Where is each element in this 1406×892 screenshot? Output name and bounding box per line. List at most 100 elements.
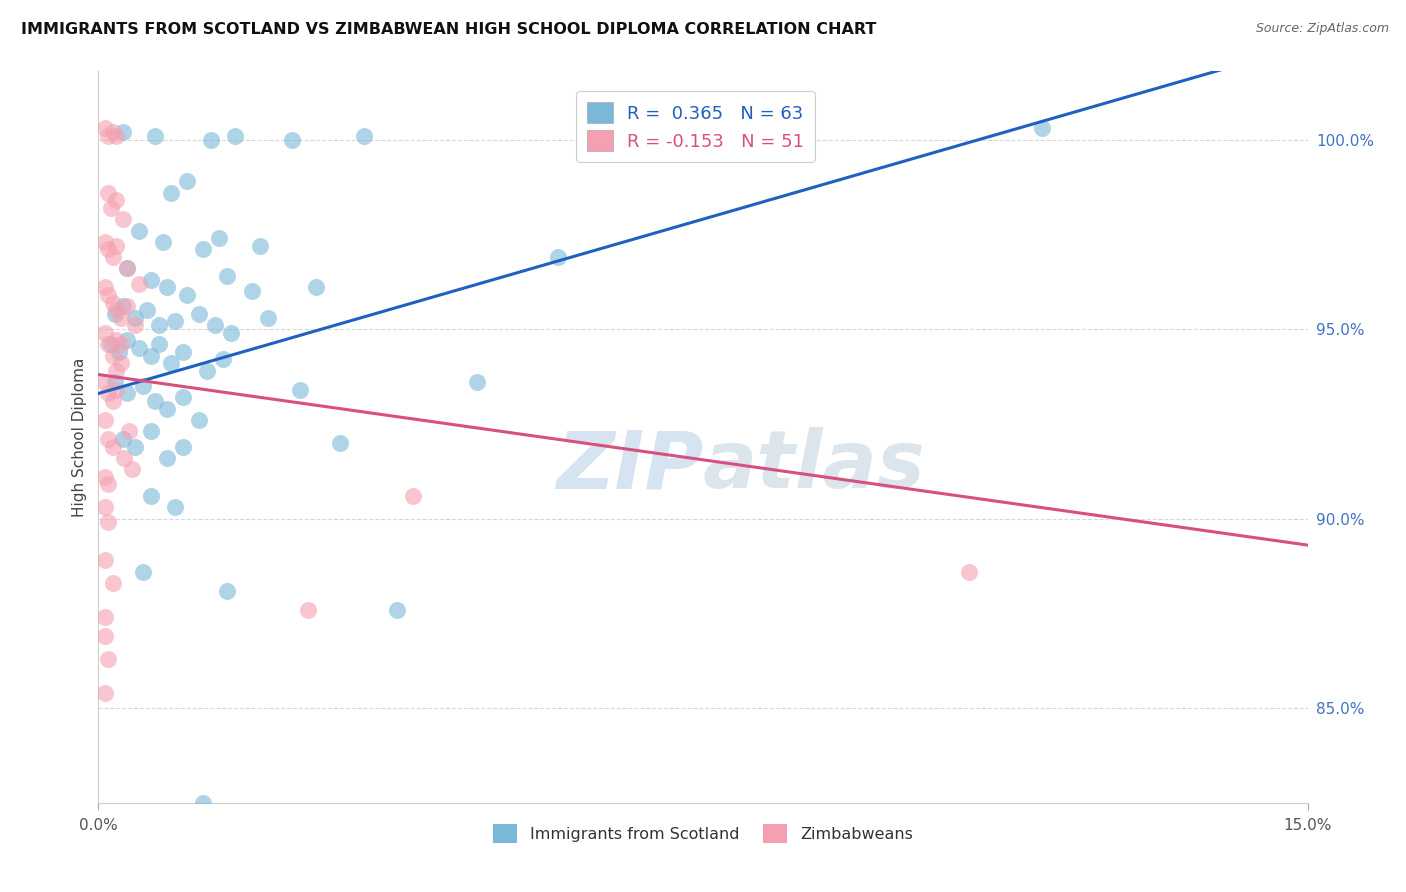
Point	[115, 261, 138, 276]
Point	[94, 413, 117, 427]
Point	[115, 334, 138, 348]
Point	[124, 310, 146, 325]
Point	[101, 250, 124, 264]
Point	[163, 314, 186, 328]
Point	[128, 341, 150, 355]
Point	[94, 280, 117, 294]
Point	[163, 500, 186, 515]
Point	[94, 686, 117, 700]
Point	[148, 337, 170, 351]
Point	[97, 243, 120, 257]
Point	[97, 516, 120, 530]
Point	[121, 462, 143, 476]
Point	[97, 288, 120, 302]
Point	[100, 201, 122, 215]
Point	[193, 243, 215, 257]
Point	[212, 352, 235, 367]
Point	[118, 425, 141, 439]
Point	[97, 652, 120, 666]
Point	[101, 440, 124, 454]
Point	[97, 337, 120, 351]
Point	[547, 250, 569, 264]
Point	[94, 500, 117, 515]
Point	[188, 413, 211, 427]
Point	[97, 477, 120, 491]
Point	[139, 425, 162, 439]
Point	[101, 349, 124, 363]
Text: Source: ZipAtlas.com: Source: ZipAtlas.com	[1256, 22, 1389, 36]
Point	[107, 344, 129, 359]
Point	[105, 334, 128, 348]
Point	[111, 125, 134, 139]
Point	[139, 273, 162, 287]
Point	[94, 470, 117, 484]
Point	[156, 401, 179, 416]
Point	[176, 174, 198, 188]
Point	[329, 435, 352, 450]
Point	[111, 299, 134, 313]
Point	[94, 235, 117, 249]
Point	[221, 326, 243, 340]
Point	[101, 295, 124, 310]
Point	[97, 386, 120, 401]
Point	[110, 337, 132, 351]
Point	[156, 450, 179, 465]
Point	[139, 349, 162, 363]
Point	[208, 231, 231, 245]
Point	[128, 277, 150, 291]
Point	[115, 386, 138, 401]
Point	[172, 390, 194, 404]
Point	[124, 440, 146, 454]
Point	[100, 337, 122, 351]
Point	[148, 318, 170, 333]
Point	[172, 344, 194, 359]
Point	[94, 326, 117, 340]
Point	[110, 356, 132, 370]
Point	[115, 299, 138, 313]
Point	[128, 223, 150, 237]
Point	[101, 125, 124, 139]
Point	[94, 629, 117, 643]
Point	[297, 602, 319, 616]
Point	[103, 307, 125, 321]
Point	[115, 261, 138, 276]
Point	[160, 356, 183, 370]
Point	[402, 489, 425, 503]
Point	[97, 432, 120, 446]
Point	[94, 610, 117, 624]
Point	[101, 576, 124, 591]
Point	[103, 375, 125, 389]
Text: ZIP: ZIP	[555, 427, 703, 506]
Y-axis label: High School Diploma: High School Diploma	[72, 358, 87, 516]
Point	[200, 132, 222, 146]
Point	[353, 128, 375, 143]
Point	[110, 310, 132, 325]
Point	[143, 128, 166, 143]
Point	[288, 383, 311, 397]
Text: atlas: atlas	[703, 427, 925, 506]
Point	[193, 796, 215, 810]
Point	[256, 310, 278, 325]
Point	[217, 583, 239, 598]
Point	[160, 186, 183, 200]
Point	[101, 394, 124, 409]
Point	[105, 303, 128, 318]
Point	[105, 238, 128, 252]
Point	[217, 268, 239, 283]
Point	[105, 128, 128, 143]
Point	[135, 303, 157, 318]
Point	[94, 553, 117, 567]
Point	[97, 128, 120, 143]
Point	[305, 280, 328, 294]
Point	[1031, 121, 1053, 136]
Legend: Immigrants from Scotland, Zimbabweans: Immigrants from Scotland, Zimbabweans	[486, 817, 920, 850]
Point	[281, 132, 304, 146]
Point	[94, 375, 117, 389]
Point	[97, 186, 120, 200]
Point	[124, 318, 146, 333]
Point	[111, 432, 134, 446]
Point	[195, 364, 218, 378]
Point	[224, 128, 246, 143]
Point	[112, 450, 135, 465]
Point	[111, 212, 134, 227]
